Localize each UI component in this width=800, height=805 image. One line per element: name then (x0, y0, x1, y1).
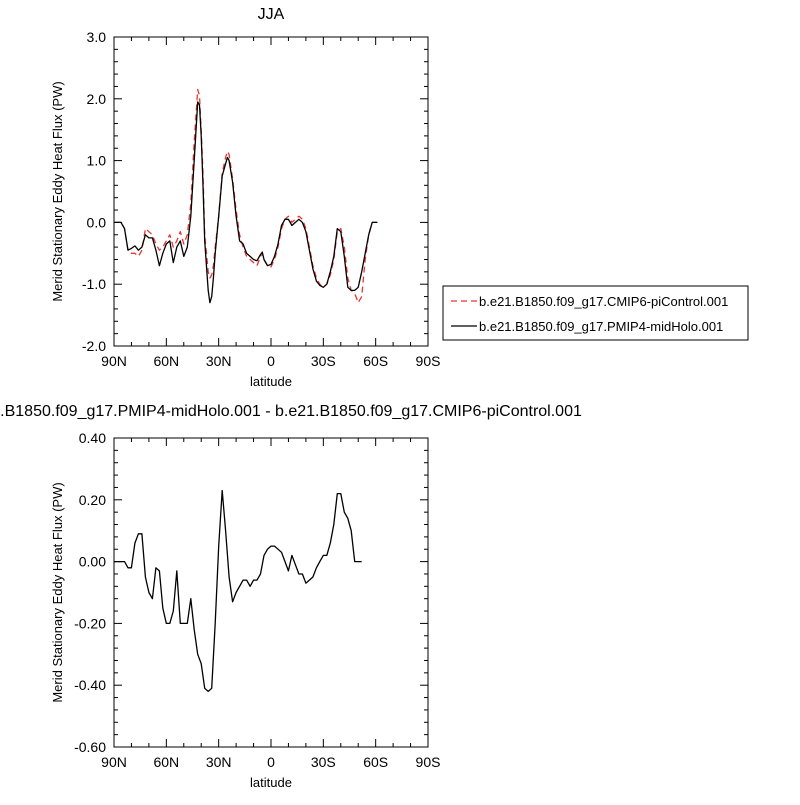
x-tick-label: 0 (267, 754, 275, 770)
x-tick-label: 60N (153, 754, 179, 770)
y-axis-label: Merid Stationary Eddy Heat Flux (PW) (50, 81, 65, 301)
x-tick-label: 60S (363, 353, 388, 369)
y-tick-label: -0.60 (74, 739, 106, 755)
y-tick-label: -1.0 (82, 276, 106, 292)
y-tick-label: -0.20 (74, 615, 106, 631)
legend-box (442, 285, 749, 341)
legend-entry-2: b.e21.B1850.f09_g17.PMIP4-midHolo.001 (479, 319, 723, 334)
series-line-1 (114, 88, 378, 304)
x-tick-label: 30S (311, 353, 336, 369)
series-line-1 (114, 489, 362, 693)
y-tick-label: 0.0 (87, 214, 107, 230)
y-tick-label: 0.20 (79, 492, 106, 508)
y-axis-label: Merid Stationary Eddy Heat Flux (PW) (50, 482, 65, 702)
x-axis-label: latitude (250, 374, 292, 389)
plot-frame (113, 36, 429, 347)
y-tick-label: 2.0 (87, 91, 107, 107)
y-tick-label: 3.0 (87, 29, 107, 45)
x-tick-label: 30S (311, 754, 336, 770)
chart-title: b.e21.B1850.f09_g17.PMIP4-midHolo.001 - … (0, 403, 582, 420)
series-line-2 (114, 101, 378, 304)
y-tick-label: -2.0 (82, 338, 106, 354)
y-tick-label: -0.40 (74, 677, 106, 693)
x-tick-label: 90S (416, 353, 441, 369)
y-tick-label: 0.40 (79, 430, 106, 446)
legend-entry-1: b.e21.B1850.f09_g17.CMIP6-piControl.001 (479, 294, 728, 309)
chart-panel-2: b.e21.B1850.f09_g17.PMIP4-midHolo.001 - … (0, 403, 582, 790)
x-tick-label: 90S (416, 754, 441, 770)
y-tick-label: 1.0 (87, 153, 107, 169)
x-tick-label: 60S (363, 754, 388, 770)
y-tick-label: 0.00 (79, 554, 106, 570)
x-tick-label: 60N (153, 353, 179, 369)
x-tick-label: 90N (101, 754, 127, 770)
x-tick-label: 30N (206, 353, 232, 369)
x-axis-label: latitude (250, 775, 292, 790)
x-tick-label: 0 (267, 353, 275, 369)
chart-panel-1: JJA 90N 60N 30N 0 30S 60S 90S -2.0 -1.0 0.0 1.0 2.0 3… (50, 6, 749, 389)
legend: b.e21.B1850.f09_g17.CMIP6-piControl.001b… (442, 285, 749, 341)
x-tick-label: 90N (101, 353, 127, 369)
chart-title: JJA (258, 6, 285, 23)
x-tick-label: 30N (206, 754, 232, 770)
